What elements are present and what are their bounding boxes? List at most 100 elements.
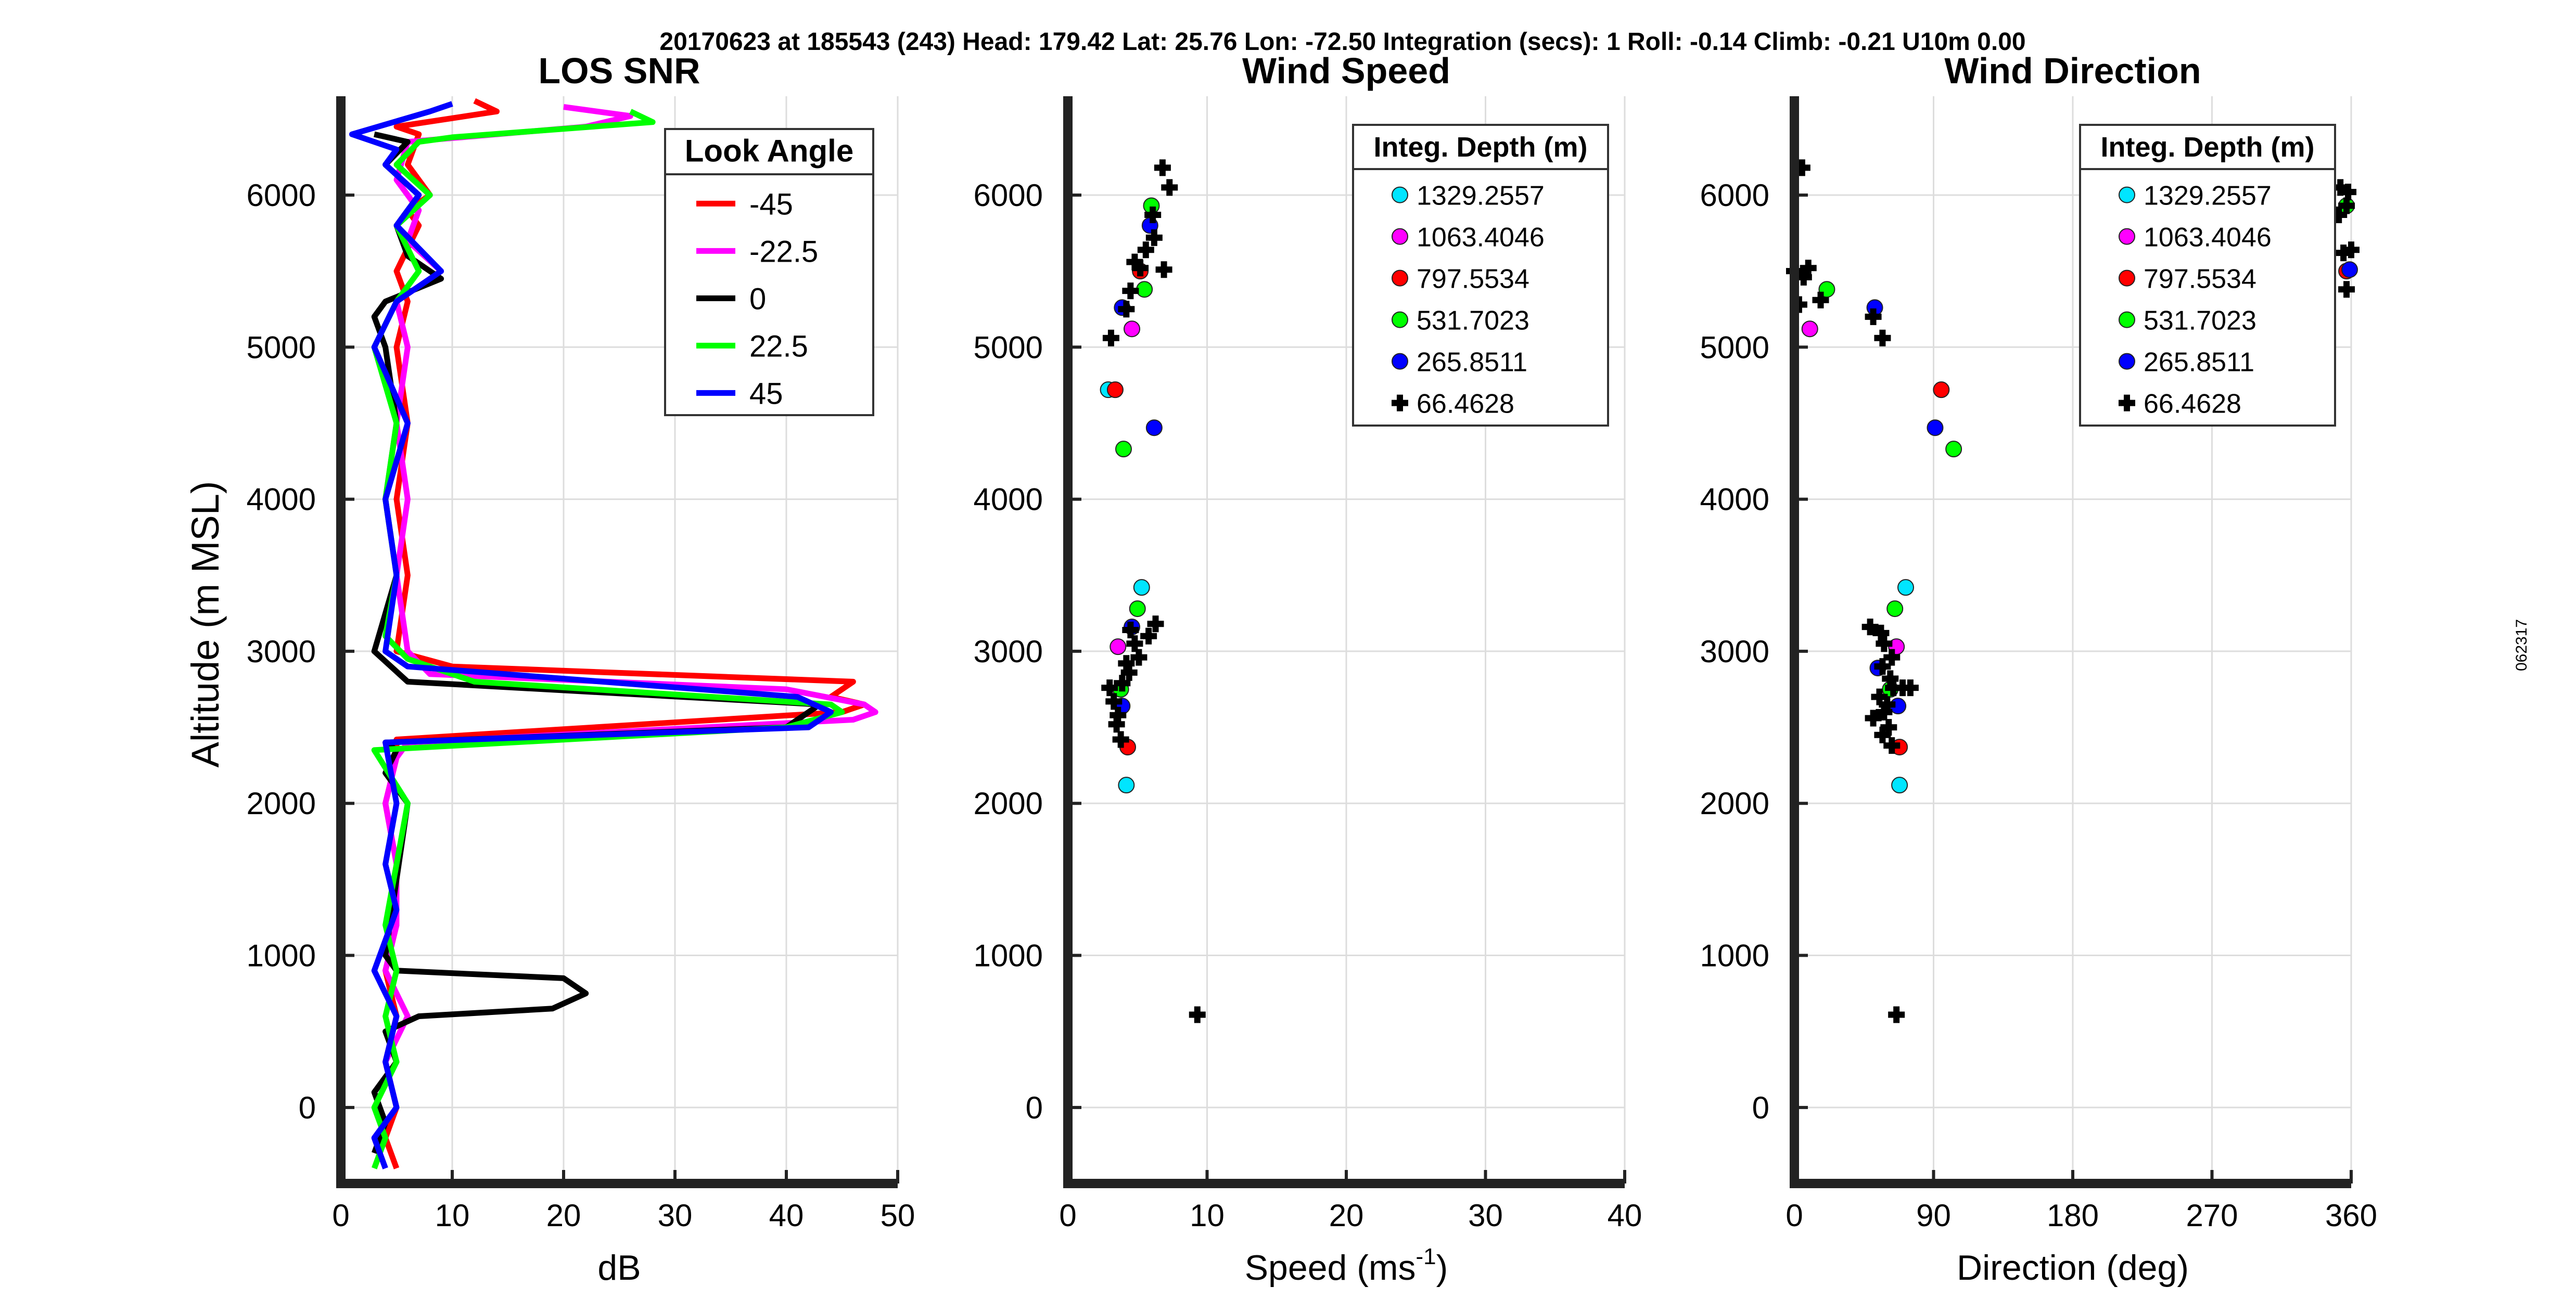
data-point <box>1147 615 1164 633</box>
data-point <box>1883 737 1901 754</box>
data-point <box>1876 635 1893 652</box>
data-point <box>1145 419 1163 436</box>
x-tick-label: 20 <box>546 1198 581 1233</box>
y-tick-label: 4000 <box>974 482 1043 517</box>
y-tick-label: 1000 <box>247 938 316 973</box>
data-point <box>1118 301 1135 318</box>
legend-swatch <box>2119 228 2135 245</box>
legend: Integ. Depth (m) 1329.2557 1063.4046 797.55… <box>1352 124 1609 427</box>
x-axis-label-main: dB <box>597 1248 641 1288</box>
x-tick-label: 30 <box>658 1198 693 1233</box>
data-point <box>1126 635 1143 652</box>
legend-swatch <box>2119 394 2135 411</box>
legend-entry: 22.5 <box>749 329 808 363</box>
data-point <box>1101 679 1118 697</box>
legend-entry: 1063.4046 <box>1417 222 1545 252</box>
data-point <box>1891 777 1908 794</box>
legend-title: Look Angle <box>685 134 853 169</box>
x-tick-label: 360 <box>2325 1198 2377 1233</box>
x-tick-label: 10 <box>435 1198 470 1233</box>
data-point <box>2340 184 2357 201</box>
y-tick-label: 2000 <box>247 786 316 821</box>
data-point <box>2343 241 2360 259</box>
data-point <box>1888 1006 1905 1023</box>
data-point <box>1124 320 1141 338</box>
data-point <box>1801 320 1818 338</box>
panel-speed: Wind Speed 0 10 20 30 40 0 1000 2000 3000 4000 5000… <box>974 50 1642 1288</box>
x-axis-label-superscript: -1 <box>1416 1244 1436 1269</box>
data-point <box>1902 679 1919 697</box>
data-point <box>1812 291 1829 308</box>
y-tick-label: 3000 <box>1700 634 1769 669</box>
y-tick-label: 4000 <box>1700 482 1769 517</box>
data-point <box>1886 600 1904 618</box>
y-tick-label: 6000 <box>974 178 1043 213</box>
x-tick-label: 20 <box>1329 1198 1364 1233</box>
data-point <box>1126 253 1143 271</box>
legend-entry: 265.8511 <box>1417 347 1527 377</box>
data-point <box>1115 441 1132 458</box>
y-tick-label: 1000 <box>974 938 1043 973</box>
legend-entry: 797.5534 <box>1417 264 1529 294</box>
data-point <box>2338 281 2355 298</box>
series-line <box>371 109 845 1169</box>
x-tick-label: 10 <box>1190 1198 1225 1233</box>
y-tick-label: 0 <box>1026 1090 1043 1125</box>
data-point <box>1155 261 1172 278</box>
legend-swatch <box>1392 353 1408 370</box>
data-point <box>1106 381 1124 398</box>
y-axis-label: Altitude (m MSL) <box>184 481 227 767</box>
legend: Integ. Depth (m) 1329.2557 1063.4046 797.55… <box>2079 124 2336 427</box>
legend-swatch <box>1392 269 1408 287</box>
legend-entry: 265.8511 <box>2144 347 2254 377</box>
y-tick-label: 4000 <box>247 482 316 517</box>
data-point <box>1800 260 1817 277</box>
y-tick-label: 2000 <box>1700 786 1769 821</box>
legend-entry: 66.4628 <box>1417 389 1514 419</box>
legend-entry: 1329.2557 <box>1417 181 1545 211</box>
data-point <box>1140 627 1157 645</box>
data-point <box>1882 670 1899 687</box>
x-axis-label: dB <box>597 1248 641 1288</box>
x-tick-label: 0 <box>1786 1198 1803 1233</box>
y-tick-label: 6000 <box>1700 178 1769 213</box>
data-point <box>1883 649 1901 666</box>
y-tick-label: 1000 <box>1700 938 1769 973</box>
data-point <box>1133 579 1150 596</box>
y-tick-label: 5000 <box>974 330 1043 365</box>
data-point <box>1118 777 1135 794</box>
x-tick-label: 50 <box>881 1198 915 1233</box>
data-point <box>1122 282 1139 300</box>
legend-entry: 1329.2557 <box>2144 181 2272 211</box>
data-point <box>1945 441 1962 458</box>
data-point <box>1136 281 1153 298</box>
y-tick-label: 5000 <box>247 330 316 365</box>
legend-swatch <box>1392 186 1408 203</box>
data-point <box>1154 159 1171 176</box>
data-point <box>1102 329 1119 346</box>
data-point <box>1130 649 1147 666</box>
y-tick-label: 3000 <box>247 634 316 669</box>
series-line <box>349 101 834 1169</box>
panel-title: Wind Speed <box>1242 50 1450 91</box>
legend-entry: 531.7023 <box>1417 305 1529 336</box>
plot-area <box>1100 159 1206 1023</box>
panel-title: Wind Direction <box>1944 50 2201 91</box>
data-point <box>1865 308 1882 325</box>
x-axis-label: Direction (deg) <box>1957 1248 2189 1288</box>
legend-swatch <box>2119 269 2135 287</box>
panel-title: LOS SNR <box>538 50 700 91</box>
x-tick-label: 90 <box>1916 1198 1951 1233</box>
side-code: 062317 <box>2513 619 2530 671</box>
y-tick-label: 0 <box>1752 1090 1769 1125</box>
data-point <box>1189 1006 1206 1023</box>
data-point <box>1112 731 1129 748</box>
data-point <box>1110 706 1127 724</box>
data-point <box>1861 619 1879 636</box>
data-point <box>1927 419 1944 436</box>
legend-entry: 531.7023 <box>2144 305 2256 336</box>
legend-entry: -22.5 <box>749 235 818 268</box>
data-point <box>1865 710 1882 727</box>
legend-swatch <box>2119 353 2135 370</box>
